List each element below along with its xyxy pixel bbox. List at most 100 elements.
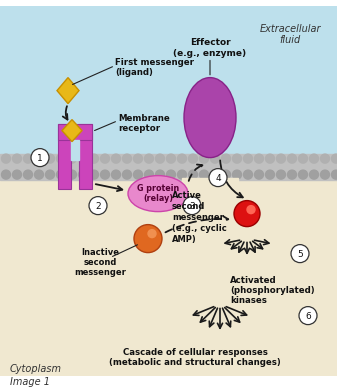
- FancyArrowPatch shape: [225, 308, 240, 322]
- Text: Membrane
receptor: Membrane receptor: [118, 114, 170, 133]
- Circle shape: [67, 154, 76, 163]
- Circle shape: [221, 154, 231, 163]
- Bar: [0, 5, 337, 166]
- Text: Extracellular
fluid: Extracellular fluid: [259, 24, 321, 45]
- Circle shape: [145, 154, 153, 163]
- Text: Active
second
messenger
(e.g., cyclic
AMP): Active second messenger (e.g., cyclic AM…: [172, 191, 227, 244]
- Polygon shape: [57, 78, 79, 103]
- Circle shape: [188, 170, 197, 179]
- Circle shape: [100, 170, 110, 179]
- Text: 1: 1: [37, 154, 43, 163]
- Circle shape: [1, 170, 10, 179]
- Text: 2: 2: [95, 202, 101, 210]
- Circle shape: [221, 170, 231, 179]
- Circle shape: [299, 170, 307, 179]
- Text: 5: 5: [297, 250, 303, 259]
- Text: G protein
(relay): G protein (relay): [137, 184, 179, 203]
- FancyArrowPatch shape: [209, 308, 217, 327]
- Circle shape: [79, 170, 88, 179]
- Circle shape: [211, 170, 219, 179]
- Circle shape: [145, 170, 153, 179]
- Circle shape: [178, 170, 186, 179]
- Circle shape: [45, 170, 55, 179]
- Circle shape: [155, 170, 164, 179]
- Circle shape: [244, 170, 252, 179]
- Bar: [58, 124, 92, 140]
- Circle shape: [254, 154, 264, 163]
- Circle shape: [266, 170, 275, 179]
- Circle shape: [233, 154, 242, 163]
- Circle shape: [1, 154, 10, 163]
- Circle shape: [123, 170, 131, 179]
- Circle shape: [332, 154, 337, 163]
- Circle shape: [123, 154, 131, 163]
- Circle shape: [332, 170, 337, 179]
- Text: 3: 3: [189, 202, 195, 210]
- Bar: [79, 124, 92, 189]
- FancyArrowPatch shape: [193, 307, 214, 315]
- Circle shape: [234, 201, 260, 227]
- Bar: [58, 124, 71, 189]
- Circle shape: [31, 149, 49, 166]
- Circle shape: [79, 154, 88, 163]
- Circle shape: [287, 170, 297, 179]
- FancyArrowPatch shape: [220, 160, 243, 197]
- Circle shape: [24, 170, 32, 179]
- FancyArrowPatch shape: [226, 307, 247, 315]
- Circle shape: [178, 154, 186, 163]
- Text: 6: 6: [305, 312, 311, 321]
- FancyArrowPatch shape: [222, 308, 231, 327]
- Ellipse shape: [184, 78, 236, 158]
- Circle shape: [320, 154, 330, 163]
- Ellipse shape: [128, 175, 188, 212]
- Polygon shape: [62, 119, 82, 142]
- Circle shape: [133, 154, 143, 163]
- Circle shape: [309, 170, 318, 179]
- Circle shape: [34, 170, 43, 179]
- Circle shape: [299, 154, 307, 163]
- Circle shape: [112, 170, 121, 179]
- Text: Cytoplasm: Cytoplasm: [10, 364, 62, 373]
- FancyArrowPatch shape: [217, 308, 222, 328]
- Text: Activated
(phosphorylated)
kinases: Activated (phosphorylated) kinases: [230, 276, 315, 305]
- Circle shape: [291, 245, 309, 263]
- Text: Image 1: Image 1: [10, 377, 50, 387]
- Circle shape: [148, 230, 156, 238]
- Circle shape: [244, 154, 252, 163]
- Circle shape: [287, 154, 297, 163]
- Circle shape: [133, 170, 143, 179]
- Bar: [71, 140, 79, 159]
- Circle shape: [90, 170, 98, 179]
- Text: 4: 4: [215, 173, 221, 182]
- Circle shape: [276, 154, 285, 163]
- FancyArrowPatch shape: [63, 106, 67, 119]
- Circle shape: [299, 307, 317, 324]
- Circle shape: [254, 170, 264, 179]
- Circle shape: [134, 224, 162, 252]
- Circle shape: [166, 170, 176, 179]
- FancyArrowPatch shape: [250, 242, 255, 252]
- Circle shape: [89, 196, 107, 215]
- FancyArrowPatch shape: [232, 241, 241, 249]
- Circle shape: [45, 154, 55, 163]
- Circle shape: [233, 170, 242, 179]
- FancyArrowPatch shape: [239, 242, 244, 252]
- Circle shape: [90, 154, 98, 163]
- Circle shape: [100, 154, 110, 163]
- Circle shape: [57, 170, 65, 179]
- Circle shape: [12, 154, 22, 163]
- Circle shape: [57, 154, 65, 163]
- Circle shape: [309, 154, 318, 163]
- Circle shape: [183, 196, 201, 215]
- Circle shape: [155, 154, 164, 163]
- Circle shape: [276, 170, 285, 179]
- FancyArrowPatch shape: [189, 165, 203, 181]
- Circle shape: [188, 154, 197, 163]
- FancyArrowPatch shape: [165, 216, 228, 232]
- Circle shape: [200, 154, 209, 163]
- Circle shape: [200, 170, 209, 179]
- Circle shape: [209, 168, 227, 187]
- Text: Cascade of cellular responses
(metabolic and structural changes): Cascade of cellular responses (metabolic…: [109, 348, 281, 367]
- Circle shape: [12, 170, 22, 179]
- FancyArrowPatch shape: [225, 240, 240, 245]
